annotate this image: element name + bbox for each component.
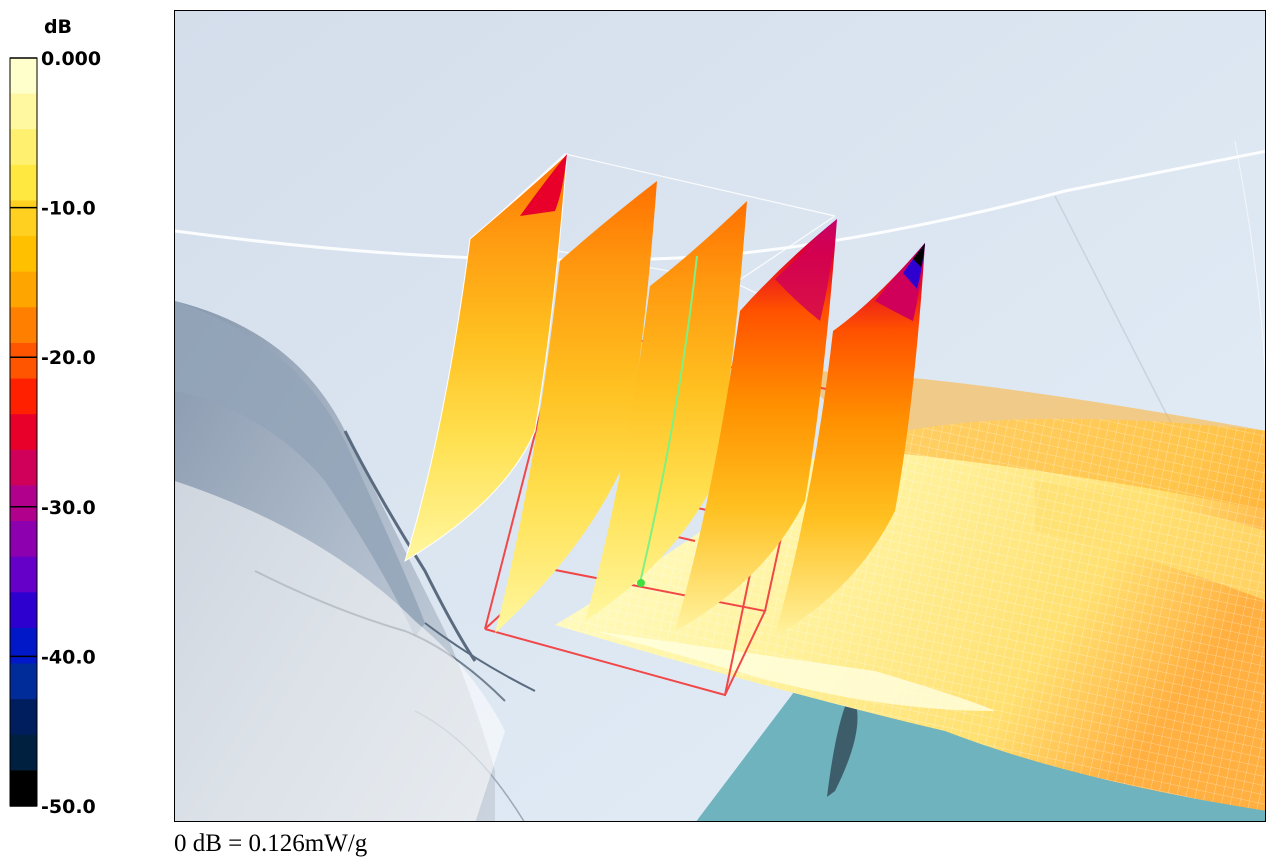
phantom-crease: [343, 430, 477, 662]
colorbar-band: [10, 200, 37, 237]
colorbar-band: [10, 485, 37, 522]
colorbar-tick-label: 0.000: [41, 48, 101, 70]
colorbar-band: [10, 378, 37, 415]
slice-2: [495, 181, 657, 633]
colorbar-tick-label: -40.0: [41, 646, 96, 668]
colorbar-band: [10, 129, 37, 166]
colorbar-svg: dB 0.000 -10.0 -20.0 -30.0 -40.0 -50.0: [9, 16, 101, 818]
colorbar-band: [10, 271, 37, 308]
colorbar-band: [10, 699, 37, 736]
slice-5: [775, 243, 925, 636]
probe-line: [639, 255, 698, 584]
colorbar-band: [10, 58, 37, 95]
colorbar-tick-label: -20.0: [41, 347, 96, 369]
phantom-seam-right: [1234, 140, 1265, 377]
colorbar-band: [10, 521, 37, 558]
colorbar-band: [10, 164, 37, 201]
colorbar-band: [10, 93, 37, 130]
probe-tip: [637, 579, 645, 587]
colorbar-bands: [9, 57, 38, 807]
colorbar-band: [10, 627, 37, 665]
colorbar-band: [10, 770, 37, 807]
colorbar-legend: dB 0.000 -10.0 -20.0 -30.0 -40.0 -50.0: [0, 0, 160, 830]
colorbar-band: [10, 663, 37, 700]
area-scan-light: [595, 631, 995, 711]
slice-5-min: [913, 243, 925, 267]
colorbar-band: [10, 414, 37, 451]
slice-1-hotspot: [520, 154, 567, 216]
phantom-left-dark: [175, 301, 425, 637]
field-slices: [404, 152, 925, 636]
phantom-seam: [1054, 195, 1176, 432]
scene-svg: [175, 11, 1265, 821]
slice-4: [675, 219, 837, 631]
phantom-crease-2: [424, 622, 536, 692]
colorbar-band: [10, 592, 37, 629]
colorbar-band: [10, 556, 37, 593]
colorbar-band: [10, 449, 37, 486]
colorbar-ticks: 0.000 -10.0 -20.0 -30.0 -40.0 -50.0: [10, 48, 101, 818]
reference-caption: 0 dB = 0.126mW/g: [174, 830, 368, 857]
phantom-white-region: [175, 481, 505, 821]
colorbar-unit-label: dB: [44, 16, 72, 38]
colorbar-band: [10, 342, 37, 380]
slice-3: [585, 201, 747, 621]
colorbar-tick-label: -30.0: [41, 497, 96, 519]
colorbar-band: [10, 307, 37, 344]
colorbar-band: [10, 734, 37, 771]
colorbar-tick-label: -10.0: [41, 198, 96, 220]
3d-sar-view: [174, 10, 1266, 822]
colorbar-tick-label: -50.0: [41, 796, 96, 818]
teal-plane-shadow: [827, 701, 858, 797]
slice-4-hotspot: [775, 219, 837, 321]
colorbar-band: [10, 236, 37, 273]
